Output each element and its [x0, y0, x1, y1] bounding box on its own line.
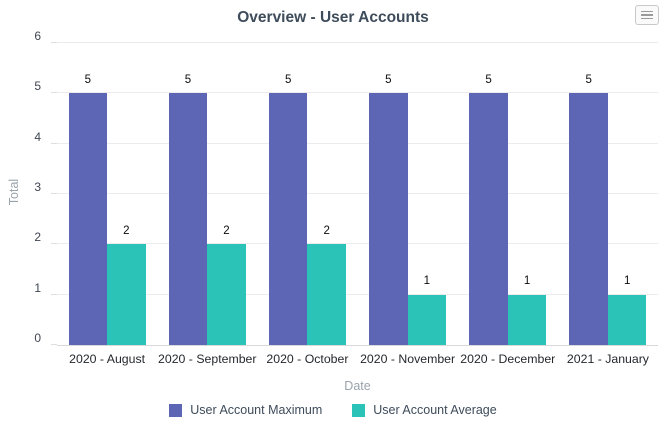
bar-user-account-average[interactable] [507, 294, 547, 345]
bar-column: 2 [107, 224, 146, 345]
y-tick-mark [51, 344, 57, 345]
x-axis-label: 2020 - December [460, 352, 556, 366]
bar-value-label: 2 [223, 224, 230, 237]
y-tick-mark [51, 293, 57, 295]
bar-column: 2 [207, 224, 246, 345]
y-tick-label: 0 [34, 331, 41, 345]
x-axis-label: 2021 - January [566, 352, 649, 366]
y-tick-label: 6 [34, 29, 41, 43]
gridline [57, 193, 658, 194]
x-axis-label: 2020 - August [69, 352, 146, 366]
gridline [57, 142, 658, 144]
bar-value-label: 5 [184, 73, 192, 86]
bar-value-label: 2 [123, 224, 130, 237]
bar-column: 1 [407, 275, 447, 345]
y-tick-mark [51, 42, 57, 43]
bar-user-account-maximum[interactable] [68, 93, 108, 345]
gridline [57, 42, 658, 43]
legend-label: User Account Average [373, 403, 497, 417]
x-axis-label: 2020 - November [360, 352, 456, 366]
legend-label: User Account Maximum [190, 403, 323, 417]
bar-user-account-average[interactable] [307, 244, 346, 345]
bar-value-label: 5 [84, 73, 92, 86]
bar-column: 5 [168, 73, 208, 345]
bar-value-label: 5 [284, 73, 292, 86]
bar-user-account-average[interactable] [607, 294, 647, 345]
x-axis-line [57, 345, 658, 346]
x-axis-label: 2020 - September [158, 352, 257, 366]
bar-user-account-average[interactable] [107, 244, 146, 345]
y-tick-mark [51, 193, 57, 194]
chart-menu-button[interactable] [635, 5, 659, 25]
y-tick-label: 2 [34, 230, 41, 245]
legend-swatch-icon [352, 403, 366, 417]
bar-value-label: 1 [523, 275, 531, 288]
hamburger-menu-icon [641, 10, 653, 13]
bar-user-account-average[interactable] [207, 244, 246, 345]
y-tick-mark [51, 92, 57, 94]
bar-column: 2 [307, 224, 346, 345]
y-tick-label: 4 [34, 129, 41, 144]
chart-title: Overview - User Accounts [237, 9, 429, 26]
x-axis-title: Date [344, 379, 371, 393]
gridline [57, 243, 658, 245]
bar-column: 5 [469, 73, 508, 345]
y-tick-label: 1 [34, 280, 41, 295]
bar-user-account-maximum[interactable] [268, 93, 308, 345]
bar-value-label: 1 [623, 275, 631, 288]
bar-user-account-average[interactable] [407, 294, 447, 345]
bar-value-label: 5 [585, 73, 592, 86]
x-axis-label: 2020 - October [266, 352, 349, 366]
legend: User Account Maximum User Account Average [0, 403, 666, 417]
y-tick-label: 3 [34, 180, 41, 194]
bar-column: 1 [507, 275, 547, 345]
legend-item-user-account-average[interactable]: User Account Average [352, 403, 497, 417]
bar-column: 5 [369, 73, 408, 345]
bar-user-account-maximum[interactable] [168, 93, 208, 345]
y-tick-mark [51, 142, 57, 144]
y-axis-title: Total [7, 178, 21, 206]
bar-value-label: 5 [385, 73, 392, 86]
bar-column: 1 [607, 275, 647, 345]
legend-swatch-icon [169, 403, 183, 417]
x-axis-labels: 2020 - August 2020 - September 2020 - Octo… [57, 352, 658, 366]
bar-user-account-maximum[interactable] [369, 93, 408, 345]
y-tick-mark [51, 243, 57, 245]
bar-value-label: 1 [423, 275, 431, 288]
bar-value-label: 5 [485, 73, 492, 86]
y-axis: 0 1 2 3 4 5 6 [0, 29, 57, 345]
gridline [57, 92, 658, 94]
bar-column: 5 [569, 73, 608, 345]
bar-user-account-maximum[interactable] [569, 93, 608, 345]
gridline [57, 293, 658, 295]
bar-user-account-maximum[interactable] [469, 93, 508, 345]
bar-column: 5 [268, 73, 308, 345]
bar-value-label: 2 [323, 224, 330, 237]
legend-item-user-account-maximum[interactable]: User Account Maximum [169, 403, 322, 417]
bar-column: 5 [68, 73, 108, 345]
y-tick-label: 5 [34, 79, 41, 94]
